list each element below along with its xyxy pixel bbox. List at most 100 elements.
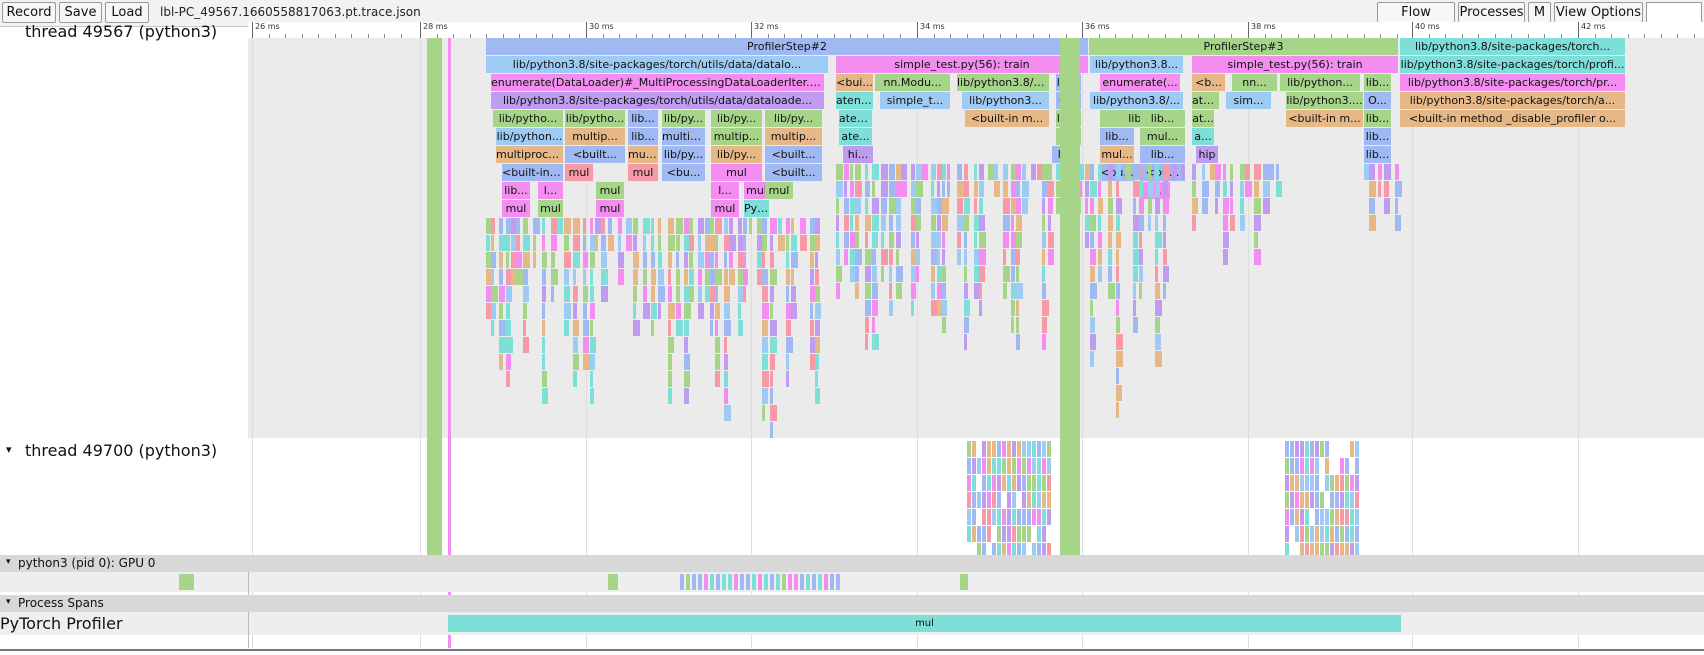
trace-event-slice[interactable] [1022, 441, 1026, 457]
trace-event-slice[interactable] [740, 574, 744, 590]
trace-event-slice[interactable] [692, 574, 696, 590]
trace-event-slice[interactable] [1022, 475, 1026, 491]
trace-event-slice[interactable]: multip... [662, 128, 705, 145]
trace-event-slice[interactable] [551, 252, 555, 268]
trace-event-slice[interactable]: sim... [1226, 92, 1271, 109]
trace-event-slice[interactable] [997, 458, 1001, 474]
record-button[interactable]: Record [2, 2, 56, 23]
trace-event-slice[interactable] [1305, 526, 1309, 542]
trace-event-slice[interactable] [1098, 181, 1101, 197]
trace-event-slice[interactable]: enumerate(... [1100, 74, 1180, 91]
trace-event-slice[interactable] [1230, 181, 1233, 197]
trace-event-slice[interactable] [881, 232, 884, 248]
trace-event-slice[interactable] [542, 286, 546, 302]
trace-event-slice[interactable]: lib... [1140, 146, 1185, 163]
trace-event-slice[interactable] [942, 232, 945, 248]
trace-event-slice[interactable] [1369, 215, 1376, 231]
trace-event-slice[interactable] [1345, 458, 1349, 474]
trace-event-slice[interactable] [680, 574, 684, 590]
trace-event-slice[interactable] [1163, 283, 1166, 299]
trace-event-slice[interactable] [855, 232, 859, 248]
trace-event-slice[interactable] [1007, 543, 1011, 559]
trace-event-slice[interactable] [786, 337, 793, 353]
trace-event-slice[interactable] [992, 475, 996, 491]
trace-event-slice[interactable] [1192, 181, 1196, 197]
trace-event-slice[interactable] [937, 300, 944, 316]
trace-event-slice[interactable] [979, 215, 985, 231]
trace-event-slice[interactable] [633, 252, 639, 268]
trace-event-slice[interactable] [1003, 283, 1007, 299]
trace-event-slice[interactable] [1011, 300, 1015, 316]
trace-event-slice[interactable] [1305, 475, 1309, 491]
trace-event-slice[interactable] [705, 235, 711, 251]
trace-event-slice[interactable]: lib... [1364, 110, 1391, 127]
trace-event-slice[interactable] [651, 252, 655, 268]
trace-event-slice[interactable] [668, 218, 674, 234]
trace-event-slice[interactable] [684, 337, 688, 353]
trace-event-slice[interactable] [1254, 232, 1258, 248]
trace-event-slice[interactable] [770, 405, 777, 421]
trace-event-slice[interactable] [855, 215, 859, 231]
trace-event-slice[interactable] [1048, 232, 1054, 248]
trace-event-slice[interactable]: lib... [1364, 128, 1391, 145]
trace-event-slice[interactable] [523, 320, 526, 336]
trace-event-slice[interactable] [836, 249, 840, 265]
trace-event-slice[interactable] [551, 218, 558, 234]
trace-event-slice[interactable] [1395, 198, 1398, 214]
trace-event-slice[interactable] [1116, 266, 1119, 282]
trace-event-slice[interactable] [590, 235, 595, 251]
trace-event-slice[interactable] [964, 232, 967, 248]
trace-event-slice[interactable] [1116, 334, 1123, 350]
trace-event-slice[interactable] [668, 303, 675, 319]
trace-event-slice[interactable] [658, 252, 662, 268]
trace-event-slice[interactable] [812, 574, 816, 590]
trace-event-slice[interactable] [1012, 509, 1016, 525]
trace-event-slice[interactable] [738, 252, 744, 268]
trace-event-slice[interactable] [896, 283, 902, 299]
trace-event-slice[interactable] [705, 269, 711, 285]
trace-event-slice[interactable] [590, 337, 596, 353]
trace-event-slice[interactable] [1325, 543, 1329, 559]
trace-event-slice[interactable] [1378, 164, 1382, 180]
trace-event-slice[interactable] [982, 441, 986, 457]
trace-event-slice[interactable] [1090, 215, 1096, 231]
trace-event-slice[interactable] [743, 252, 746, 268]
trace-event-slice[interactable] [1163, 266, 1169, 282]
trace-event-slice[interactable] [1042, 283, 1046, 299]
trace-event-slice[interactable] [1116, 368, 1119, 384]
trace-event-slice[interactable] [1032, 492, 1036, 508]
trace-event-slice[interactable] [511, 218, 517, 234]
trace-event-slice[interactable] [836, 181, 843, 197]
trace-event-slice[interactable] [698, 218, 704, 234]
trace-event-slice[interactable] [810, 337, 816, 353]
trace-event-slice[interactable] [506, 371, 510, 387]
trace-event-slice[interactable] [1016, 249, 1020, 265]
trace-event-slice[interactable] [651, 320, 654, 336]
trace-event-slice[interactable] [608, 235, 614, 251]
trace-event-slice[interactable] [590, 303, 595, 319]
trace-event-slice[interactable]: mul [765, 182, 793, 199]
trace-event-slice[interactable] [499, 303, 503, 319]
gpu-process-header[interactable]: ▾ python3 (pid 0): GPU 0 [0, 555, 1704, 572]
trace-event-slice[interactable] [931, 164, 936, 180]
trace-event-slice[interactable] [815, 235, 820, 251]
trace-event-slice[interactable] [1022, 458, 1026, 474]
trace-event-slice[interactable] [1007, 458, 1011, 474]
trace-event-slice[interactable]: mul [565, 164, 593, 181]
trace-event-slice[interactable] [1017, 475, 1021, 491]
trace-event-slice[interactable] [1325, 509, 1329, 525]
trace-event-slice[interactable] [590, 371, 593, 387]
trace-event-slice[interactable] [815, 218, 820, 234]
trace-event-slice[interactable]: lib/py... [662, 146, 705, 163]
trace-event-slice[interactable] [1048, 249, 1054, 265]
trace-event-slice[interactable] [583, 354, 590, 370]
trace-event-slice[interactable] [1022, 526, 1026, 542]
trace-event-slice[interactable] [506, 269, 511, 285]
trace-event-slice[interactable] [1300, 526, 1304, 542]
trace-event-slice[interactable] [844, 164, 849, 180]
trace-event-slice[interactable] [1090, 232, 1094, 248]
trace-event-slice[interactable] [974, 283, 980, 299]
trace-event-slice[interactable] [815, 371, 818, 387]
trace-event-slice[interactable] [705, 252, 710, 268]
trace-event-slice[interactable] [1116, 351, 1123, 367]
